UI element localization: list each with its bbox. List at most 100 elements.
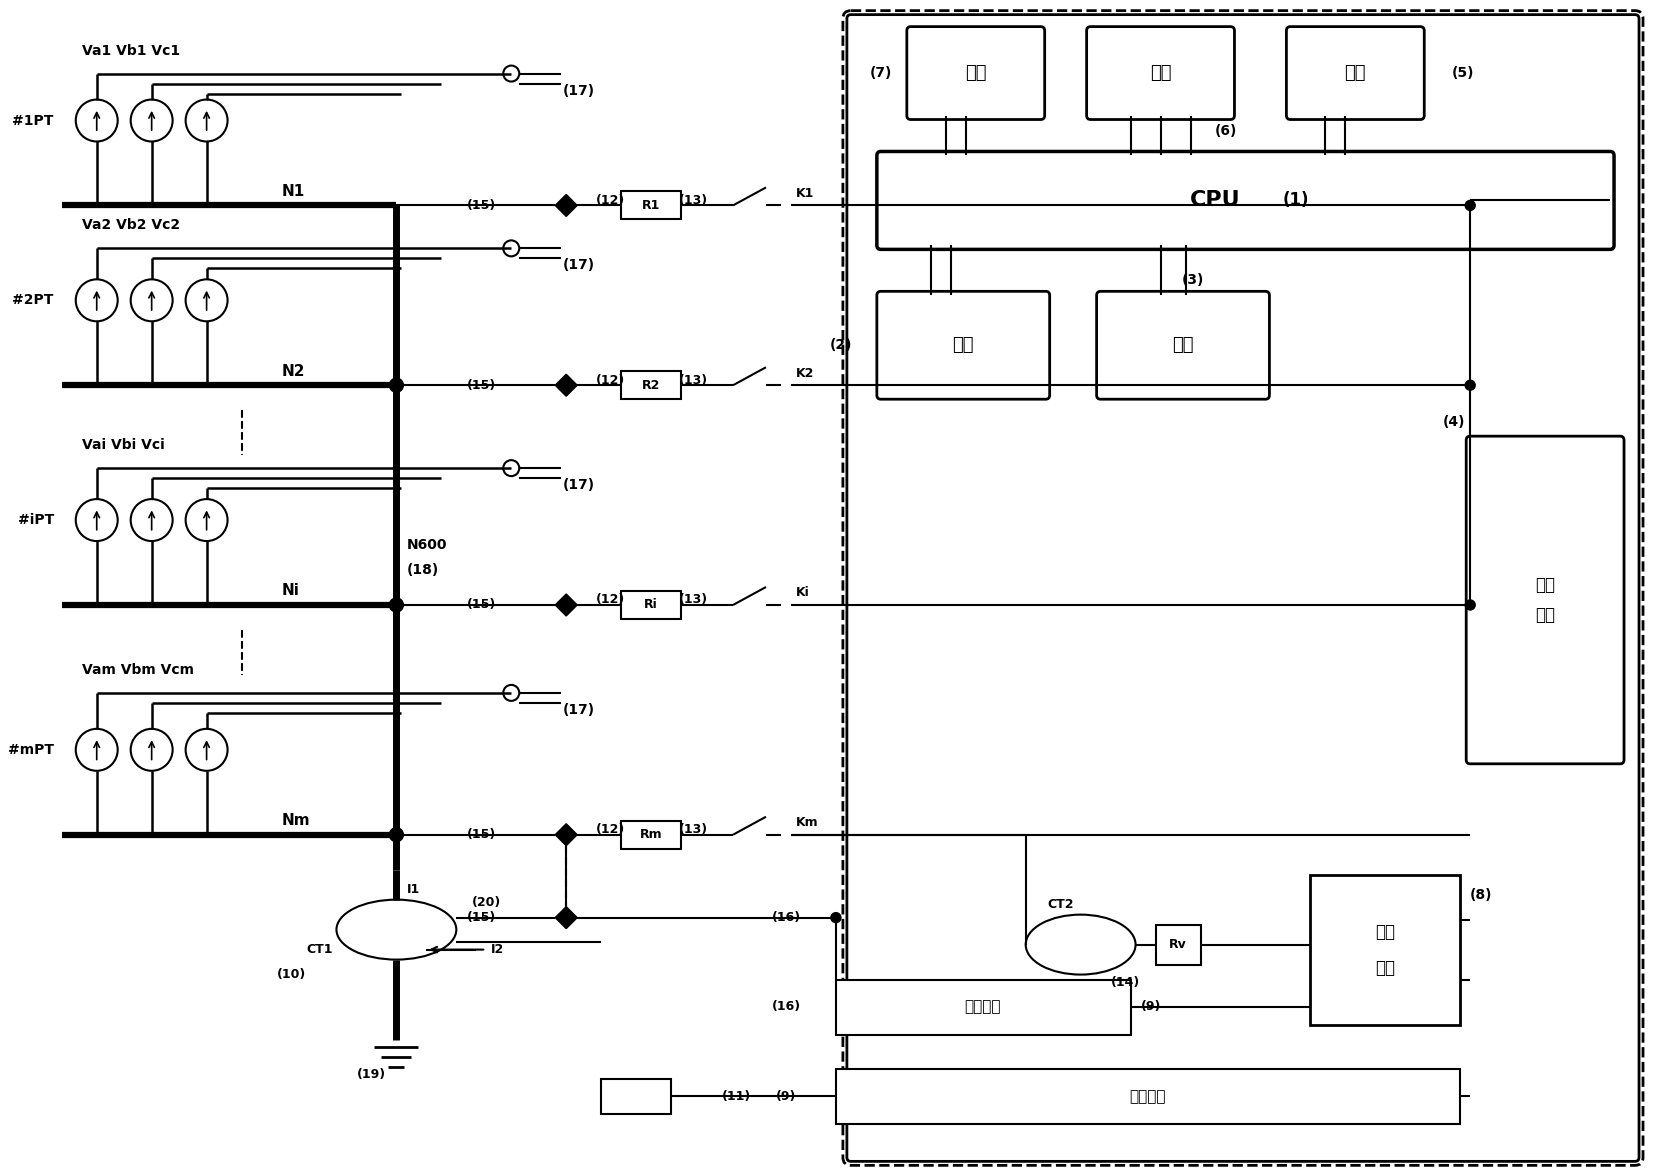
Text: 告警: 告警	[1150, 63, 1172, 81]
Circle shape	[389, 827, 404, 841]
Text: (1): (1)	[1283, 192, 1309, 209]
Text: (4): (4)	[1443, 415, 1465, 429]
Polygon shape	[554, 374, 578, 396]
Polygon shape	[554, 907, 578, 928]
FancyBboxPatch shape	[907, 27, 1044, 120]
Text: 放大: 放大	[1375, 959, 1395, 976]
Text: (16): (16)	[771, 911, 801, 924]
Text: (2): (2)	[829, 338, 852, 352]
Text: Km: Km	[796, 817, 819, 830]
Text: (16): (16)	[771, 1000, 801, 1013]
Text: (12): (12)	[596, 824, 626, 837]
Text: (3): (3)	[1182, 274, 1203, 288]
Text: (15): (15)	[467, 378, 496, 391]
Text: K1: K1	[796, 187, 814, 200]
Text: N1: N1	[281, 184, 305, 199]
Text: (15): (15)	[467, 199, 496, 212]
Bar	[1311, 874, 1460, 1025]
Circle shape	[1465, 600, 1475, 610]
Text: Ni: Ni	[281, 584, 300, 598]
Text: 模数: 模数	[1536, 576, 1556, 595]
Text: Ri: Ri	[644, 598, 659, 611]
Text: (13): (13)	[679, 374, 708, 387]
FancyBboxPatch shape	[877, 152, 1614, 249]
Text: (15): (15)	[467, 828, 496, 841]
Text: #iPT: #iPT	[18, 513, 53, 528]
Text: N2: N2	[281, 364, 305, 378]
Bar	[621, 192, 682, 220]
Circle shape	[389, 598, 404, 612]
Circle shape	[389, 378, 404, 392]
Text: (12): (12)	[596, 593, 626, 606]
Text: 滤波放大: 滤波放大	[1129, 1089, 1165, 1104]
Text: CPU: CPU	[1190, 190, 1241, 210]
Text: 键盘: 键盘	[1172, 336, 1193, 355]
Text: Vam Vbm Vcm: Vam Vbm Vcm	[81, 663, 194, 677]
Polygon shape	[554, 824, 578, 846]
Text: #mPT: #mPT	[8, 743, 53, 757]
Text: (6): (6)	[1215, 123, 1236, 137]
Text: (12): (12)	[596, 374, 626, 387]
Text: (8): (8)	[1470, 887, 1493, 901]
Text: Ki: Ki	[796, 586, 809, 599]
Bar	[836, 980, 1130, 1034]
Circle shape	[831, 913, 841, 922]
Bar	[621, 821, 682, 848]
FancyBboxPatch shape	[1097, 291, 1269, 400]
Text: Nm: Nm	[281, 813, 309, 828]
FancyBboxPatch shape	[877, 291, 1049, 400]
Text: CT2: CT2	[1048, 898, 1074, 911]
Bar	[601, 1080, 670, 1114]
FancyBboxPatch shape	[1087, 27, 1235, 120]
Polygon shape	[554, 194, 578, 216]
Text: (17): (17)	[563, 703, 596, 717]
Polygon shape	[554, 595, 578, 616]
Text: 隔离: 隔离	[1375, 922, 1395, 941]
Text: Rm: Rm	[640, 828, 662, 841]
Circle shape	[1465, 201, 1475, 210]
Text: (9): (9)	[1140, 1000, 1160, 1013]
Text: (13): (13)	[679, 593, 708, 606]
Text: (12): (12)	[596, 194, 626, 207]
Bar	[621, 591, 682, 619]
Text: (20): (20)	[472, 897, 501, 909]
Text: 转换: 转换	[1536, 606, 1556, 624]
Text: CT1: CT1	[306, 944, 333, 956]
Text: (9): (9)	[776, 1090, 796, 1103]
Text: (15): (15)	[467, 598, 496, 611]
Text: (17): (17)	[563, 478, 596, 492]
Text: K2: K2	[796, 367, 814, 380]
Text: #2PT: #2PT	[12, 294, 53, 308]
Text: (17): (17)	[563, 258, 596, 273]
Text: I2: I2	[492, 944, 505, 956]
Text: (10): (10)	[276, 968, 306, 981]
Bar	[836, 1069, 1460, 1124]
Text: 控制: 控制	[965, 63, 986, 81]
Text: (13): (13)	[679, 194, 708, 207]
FancyBboxPatch shape	[1286, 27, 1425, 120]
Text: Va1 Vb1 Vc1: Va1 Vb1 Vc1	[81, 43, 180, 58]
Text: Vai Vbi Vci: Vai Vbi Vci	[81, 438, 164, 452]
Text: R1: R1	[642, 199, 660, 212]
Bar	[621, 371, 682, 400]
Text: 滤波放大: 滤波放大	[965, 999, 1001, 1014]
Text: (5): (5)	[1451, 66, 1475, 80]
Text: (18): (18)	[407, 563, 439, 577]
Text: I1: I1	[407, 884, 420, 897]
Text: (7): (7)	[869, 66, 892, 80]
Text: R2: R2	[642, 378, 660, 391]
Text: #1PT: #1PT	[12, 114, 53, 128]
Text: 显示: 显示	[952, 336, 973, 355]
Text: 通讯: 通讯	[1344, 63, 1365, 81]
Text: N600: N600	[407, 538, 447, 552]
FancyBboxPatch shape	[1466, 436, 1624, 764]
Text: (11): (11)	[722, 1090, 751, 1103]
Text: (13): (13)	[679, 824, 708, 837]
Text: (15): (15)	[467, 911, 496, 924]
Text: Va2 Vb2 Vc2: Va2 Vb2 Vc2	[81, 219, 180, 233]
Text: Rv: Rv	[1168, 938, 1187, 951]
Text: (14): (14)	[1111, 976, 1140, 989]
Text: (17): (17)	[563, 83, 596, 98]
Circle shape	[1465, 381, 1475, 390]
Bar	[1155, 925, 1200, 965]
